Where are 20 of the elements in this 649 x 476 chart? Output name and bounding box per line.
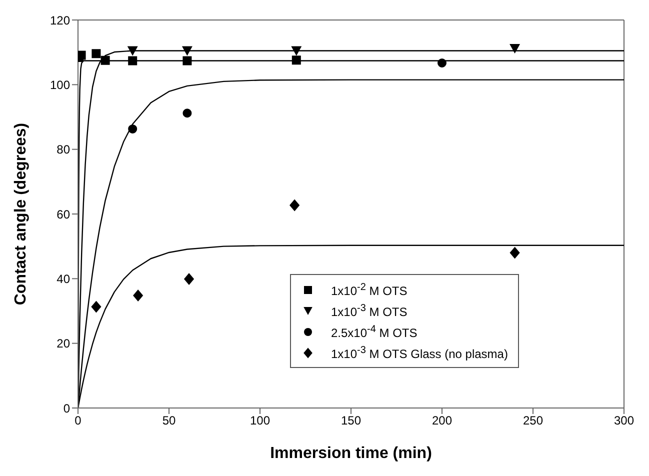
x-tick-label: 0	[74, 414, 82, 428]
legend-label: 2.5x10$^{-4}$ M OTS	[331, 323, 418, 342]
x-tick-label: 50	[162, 414, 176, 428]
legend-label: 1x10$^{-3}$ M OTS Glass (no plasma)	[331, 344, 508, 363]
y-tick-label: 100	[50, 78, 70, 92]
x-axis-title: Immersion time (min)	[270, 445, 432, 462]
y-tick-label: 20	[56, 336, 70, 351]
y-tick-label: 0	[63, 401, 70, 416]
y-axis-title: Contact angle (degrees)	[12, 122, 30, 306]
x-tick-label: 250	[522, 414, 544, 428]
x-tick-label: 300	[614, 414, 634, 428]
legend-label: 1x10$^{-2}$ M OTS	[331, 281, 408, 300]
y-tick-label: 120	[50, 13, 70, 28]
y-tick-label: 60	[56, 207, 70, 222]
y-tick-label: 40	[56, 272, 70, 286]
x-tick-label: 100	[250, 414, 270, 428]
legend-label: 1x10$^{-3}$ M OTS	[331, 302, 408, 321]
y-tick-label: 80	[56, 142, 70, 157]
x-tick-label: 150	[340, 414, 362, 428]
x-tick-label: 200	[432, 414, 452, 428]
